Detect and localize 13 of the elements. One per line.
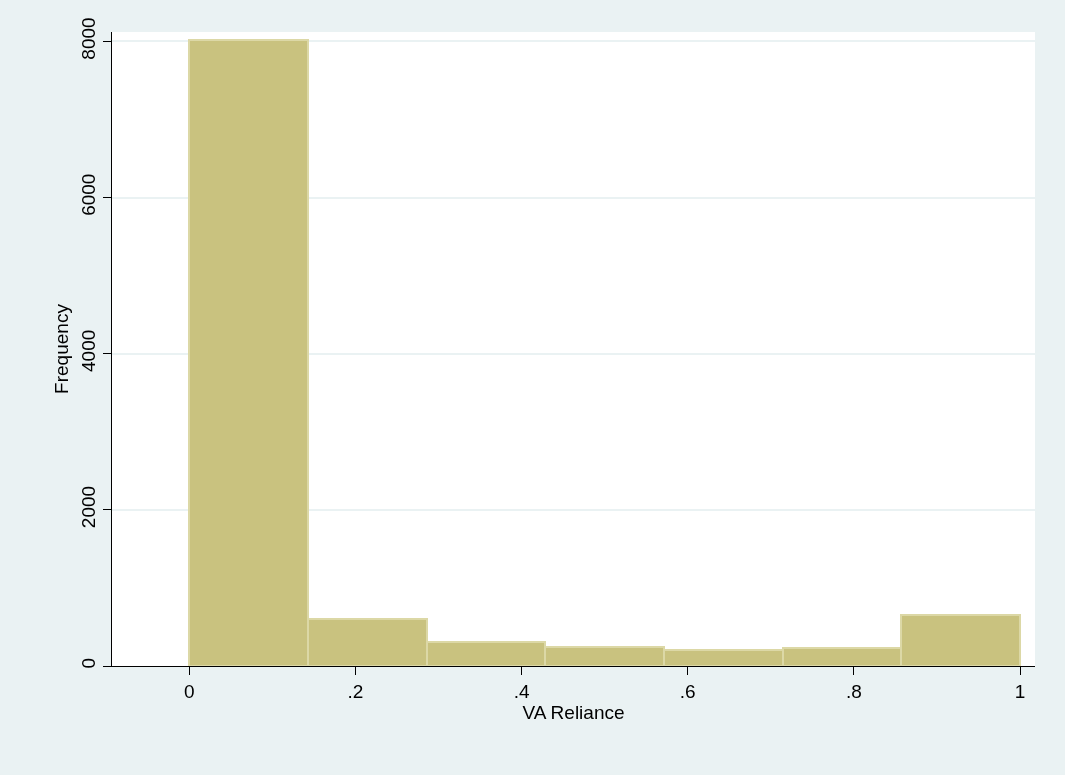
y-tick-label: 2000 <box>78 485 100 529</box>
x-tick-label: 1 <box>1014 680 1026 702</box>
x-tick-label: .2 <box>347 680 364 702</box>
y-tick-label: 4000 <box>78 329 100 372</box>
x-tick-label: 0 <box>183 680 195 702</box>
x-tick-label: .4 <box>513 680 530 702</box>
y-tick-label: 8000 <box>78 17 100 60</box>
y-tick-label: 0 <box>78 657 100 669</box>
x-tick-label: .6 <box>679 680 696 702</box>
y-axis-title: Frequency <box>51 303 73 394</box>
x-axis-title: VA Reliance <box>522 701 625 723</box>
y-tick-label: 6000 <box>78 173 100 216</box>
x-tick-label: .8 <box>845 680 862 702</box>
